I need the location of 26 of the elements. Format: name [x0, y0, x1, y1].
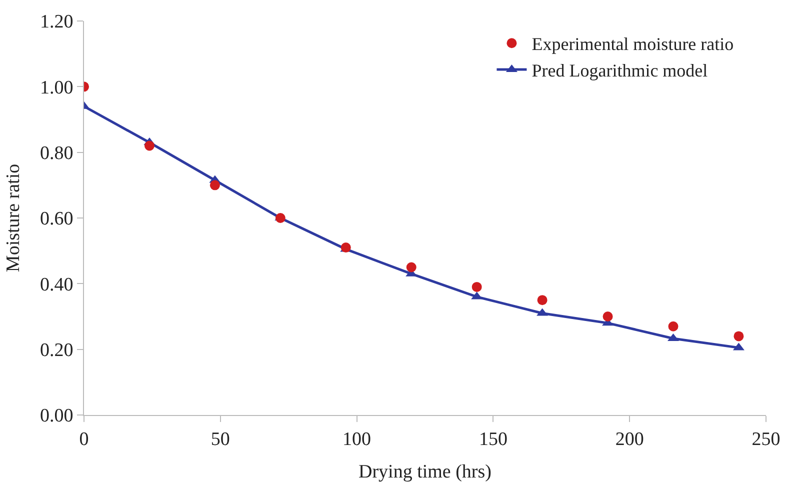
point: [734, 331, 744, 342]
point: [275, 213, 286, 223]
y-tick-label: 0.80: [40, 142, 74, 164]
y-axis-title: Moisture ratio: [2, 164, 24, 272]
x-tick-label: 200: [615, 428, 644, 450]
point: [144, 140, 154, 151]
y-tick-label: 0.60: [40, 208, 74, 230]
point: [668, 321, 678, 332]
x-tick-label: 150: [478, 428, 508, 450]
x-tick-label: 100: [342, 428, 372, 450]
x-tick-label: 250: [752, 428, 780, 450]
x-tick-label: 50: [210, 428, 230, 450]
point: [537, 295, 548, 306]
point: [602, 312, 613, 322]
point: [472, 282, 482, 292]
y-tick-label: 0.40: [40, 274, 74, 296]
x-axis-title: Drying time (hrs): [358, 462, 492, 483]
y-tick-label: 1.20: [40, 12, 74, 33]
x-tick-label: 0: [79, 428, 89, 450]
point: [406, 262, 416, 272]
y-tick-label: 0.20: [40, 340, 74, 361]
y-tick-label: 0.00: [40, 406, 74, 427]
legend-label: Pred Logarithmic model: [532, 60, 708, 81]
point: [210, 180, 220, 190]
y-tick-label: 1.00: [40, 77, 74, 98]
legend-label: Experimental moisture ratio: [532, 34, 734, 54]
